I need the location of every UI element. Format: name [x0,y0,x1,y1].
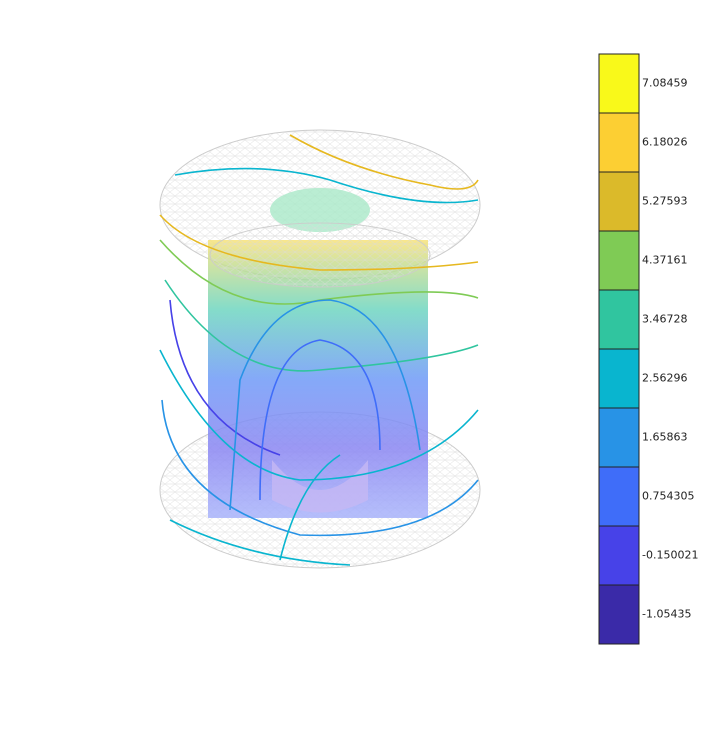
color-band [598,171,640,232]
color-band [598,466,640,527]
scene-3d [159,129,481,569]
level-label: 2.56296 [642,372,688,385]
level-label: -0.150021 [642,549,698,562]
color-band [598,584,640,645]
inner-top [270,188,370,232]
color-band [598,53,640,114]
level-label: 5.27593 [642,195,688,208]
level-label: 7.08459 [642,77,688,90]
inner-cylinder [272,460,368,513]
color-band [598,348,640,409]
color-band [598,289,640,350]
inner-mesh [209,222,431,288]
colorbar: -1.05435 -0.150021 0.754305 1.65863 2.56296 3… [598,53,698,645]
level-label: 1.65863 [642,431,688,444]
color-band [598,112,640,173]
color-band [598,230,640,291]
color-band [598,525,640,586]
contours [159,134,479,566]
level-label: 6.18026 [642,136,688,149]
level-label: 3.46728 [642,313,688,326]
level-label: 0.754305 [642,490,695,503]
level-label: 4.37161 [642,254,688,267]
color-band [598,407,640,468]
level-label: -1.05435 [642,608,691,621]
